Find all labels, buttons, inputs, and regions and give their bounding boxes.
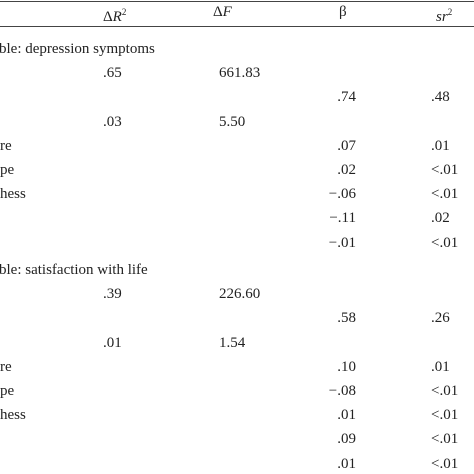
header-delta-r2: ΔR2 bbox=[103, 7, 127, 25]
sr2-value: <.01 bbox=[431, 383, 459, 399]
sr2-value: .01 bbox=[431, 137, 450, 154]
delta-f-value: 1.54 bbox=[219, 334, 246, 351]
beta-value: .01 bbox=[337, 407, 356, 424]
beta-value: .09 bbox=[337, 431, 356, 448]
predictor-label: hess bbox=[0, 186, 26, 203]
delta-f-value: 226.60 bbox=[219, 286, 261, 303]
sr2-value: .01 bbox=[431, 358, 450, 375]
predictor-label: hess bbox=[0, 407, 26, 424]
beta-value: −.06 bbox=[328, 186, 356, 203]
beta-value: .58 bbox=[337, 310, 356, 327]
delta-f-value: 5.50 bbox=[219, 113, 246, 130]
beta-value: .02 bbox=[337, 162, 356, 178]
header-sr2: sr2 bbox=[436, 7, 453, 25]
beta-value: −.01 bbox=[328, 234, 356, 251]
delta-r2-value: .39 bbox=[103, 286, 122, 303]
sr2-value: .48 bbox=[431, 89, 450, 106]
sr2-value: <.01 bbox=[431, 431, 459, 448]
delta-r2-value: .65 bbox=[103, 65, 122, 82]
sr2-value: .26 bbox=[431, 310, 450, 327]
beta-value: .10 bbox=[337, 358, 356, 375]
predictor-label: re bbox=[0, 358, 12, 375]
sr2-value: <.01 bbox=[431, 407, 459, 424]
section-title: ble: depression symptoms bbox=[0, 41, 155, 57]
sr2-value: <.01 bbox=[431, 455, 459, 472]
section-title: ble: satisfaction with life bbox=[0, 262, 148, 278]
delta-r2-value: .01 bbox=[103, 334, 122, 351]
header-beta: β bbox=[339, 4, 347, 20]
beta-value: −.11 bbox=[329, 210, 356, 227]
predictor-label: pe bbox=[0, 162, 15, 178]
top-rule bbox=[0, 1, 474, 2]
delta-f-value: 661.83 bbox=[219, 65, 261, 82]
header-rule bbox=[0, 26, 474, 27]
beta-value: .74 bbox=[337, 89, 356, 106]
beta-value: .07 bbox=[337, 137, 356, 154]
sr2-value: .02 bbox=[431, 210, 450, 227]
sr2-value: <.01 bbox=[431, 162, 459, 178]
beta-value: −.08 bbox=[328, 383, 356, 399]
header-delta-f: ΔF bbox=[213, 4, 232, 20]
sr2-value: <.01 bbox=[431, 234, 459, 251]
predictor-label: pe bbox=[0, 383, 15, 399]
sr2-value: <.01 bbox=[431, 186, 459, 203]
beta-value: .01 bbox=[337, 455, 356, 472]
predictor-label: re bbox=[0, 137, 12, 154]
delta-r2-value: .03 bbox=[103, 113, 122, 130]
